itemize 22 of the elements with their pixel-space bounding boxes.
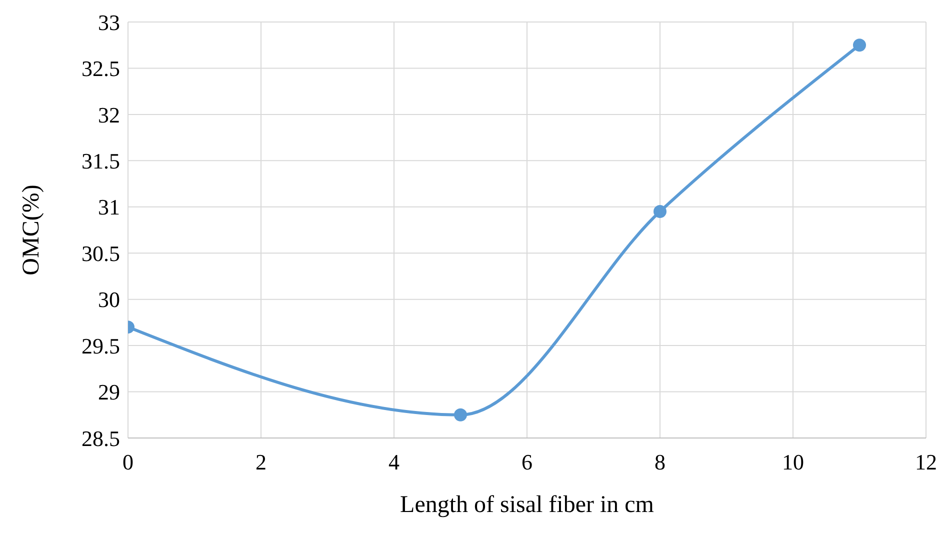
y-tick-label: 30.5 [82,240,120,266]
y-tick-label: 31 [98,194,120,220]
y-tick-label: 30 [98,287,120,312]
x-axis-title: Length of sisal fiber in cm [400,492,654,518]
x-tick-label: 12 [915,450,937,475]
y-tick-label: 32.5 [82,56,120,82]
y-tick-label: 29 [98,380,120,405]
x-tick-label: 4 [388,450,400,475]
y-axis-title: OMC(%) [18,184,45,276]
y-tick-label: 31.5 [82,148,120,174]
x-tick-label: 8 [654,450,666,475]
x-tick-label: 6 [522,450,532,475]
y-tick-label: 33 [98,10,120,35]
x-tick-label: 10 [782,450,804,475]
x-tick-label: 0 [122,450,134,475]
y-tick-label: 29.5 [82,333,120,358]
y-tick-label: 32 [98,102,120,128]
point [654,205,666,218]
y-tick-label: 28.5 [82,426,120,451]
x-tick-label: 2 [256,450,266,475]
point [853,38,866,52]
point [454,408,467,422]
